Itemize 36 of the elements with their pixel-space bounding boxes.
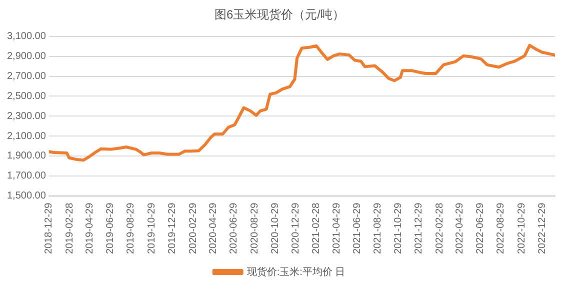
x-tick-label: 2019-10-29 <box>146 202 158 254</box>
x-tick-label: 2021-10-29 <box>393 202 404 254</box>
x-tick-label: 2022-12-29 <box>536 202 548 254</box>
y-tick-label: 2,900.00 <box>6 51 46 62</box>
x-tick-label: 2019-04-29 <box>84 202 96 254</box>
chart-title: 图6玉米现货价（元/吨） <box>214 8 345 22</box>
y-tick-label: 2,700.00 <box>6 71 46 82</box>
y-tick-label: 1,500.00 <box>6 190 46 202</box>
x-tick-label: 2022-04-29 <box>454 202 466 254</box>
y-tick-label: 2,300.00 <box>6 110 46 122</box>
x-tick-label: 2021-02-28 <box>311 202 322 254</box>
y-tick-label: 2,100.00 <box>6 130 46 142</box>
x-tick-label: 2022-10-29 <box>516 202 528 254</box>
legend-label: 现货价:玉米:平均价 日 <box>246 266 346 278</box>
x-tick-label: 2021-04-29 <box>331 202 342 254</box>
x-tick-label: 2020-06-29 <box>228 202 240 254</box>
x-tick-label: 2020-08-29 <box>249 202 260 254</box>
x-tick-label: 2020-10-29 <box>270 202 281 254</box>
x-tick-label: 2020-04-29 <box>208 202 220 254</box>
x-tick-label: 2022-02-28 <box>434 202 446 254</box>
x-tick-label: 2020-02-29 <box>188 202 199 254</box>
y-tick-label: 1,900.00 <box>6 150 46 162</box>
x-tick-label: 2019-02-28 <box>64 202 76 254</box>
y-tick-label: 3,100.00 <box>6 31 46 42</box>
x-tick-label: 2019-06-29 <box>105 202 116 254</box>
x-tick-label: 2021-08-29 <box>372 202 384 254</box>
x-tick-label: 2018-12-29 <box>44 202 55 254</box>
x-tick-label: 2022-08-29 <box>496 202 507 254</box>
y-tick-label: 2,500.00 <box>6 90 46 102</box>
x-tick-label: 2019-08-29 <box>126 202 137 254</box>
x-tick-label: 2021-12-29 <box>414 202 425 254</box>
x-tick-label: 2022-06-29 <box>475 202 486 254</box>
x-tick-label: 2021-06-29 <box>352 202 363 254</box>
y-tick-label: 1,700.00 <box>6 170 46 182</box>
x-tick-label: 2020-12-29 <box>290 202 302 254</box>
x-tick-label: 2019-12-29 <box>166 202 178 254</box>
